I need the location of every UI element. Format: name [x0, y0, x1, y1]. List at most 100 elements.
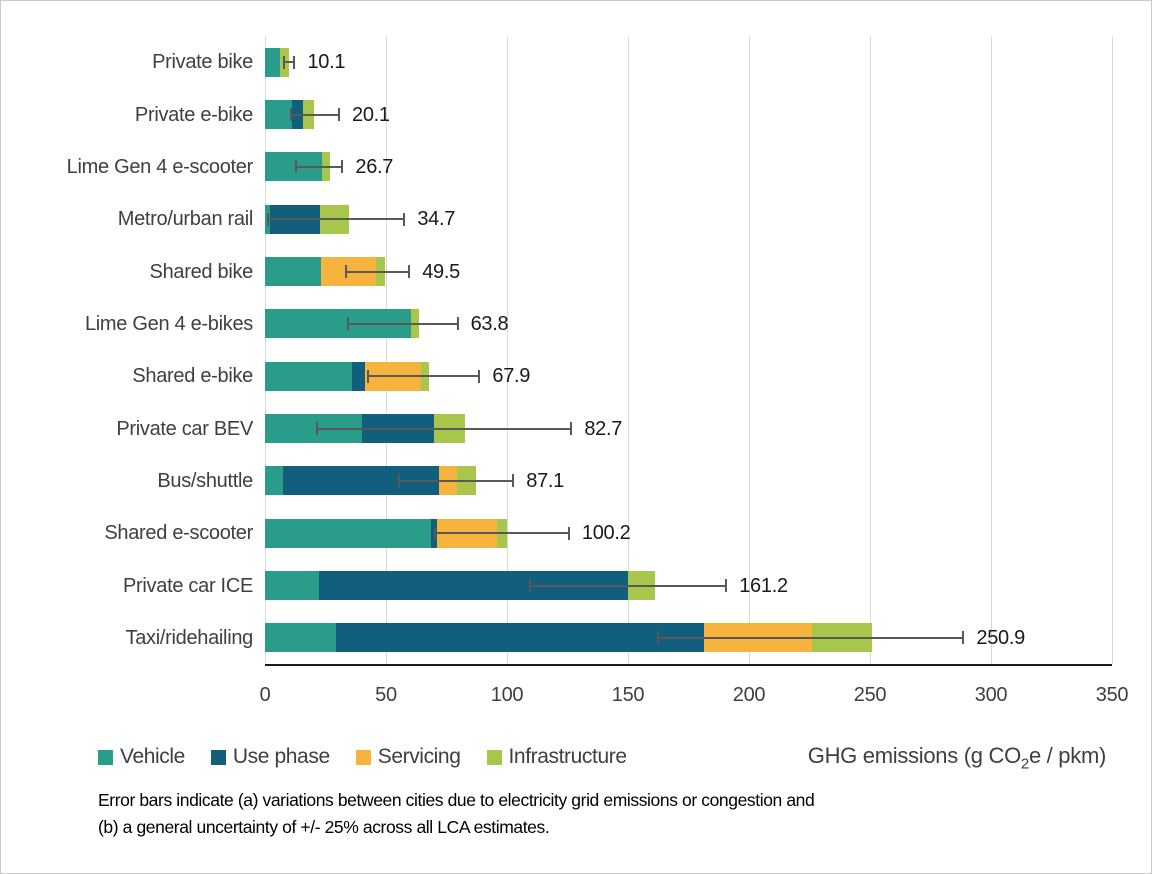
- category-label-7: Private car BEV: [116, 417, 253, 440]
- legend-label: Vehicle: [120, 745, 185, 768]
- x-axis-title-prefix: GHG emissions (g CO: [807, 743, 1021, 768]
- error-bar-cap-right: [567, 526, 570, 540]
- x-axis-title-subscript: 2: [1020, 755, 1029, 773]
- gridline-250: [870, 36, 871, 664]
- error-bar-cap-left: [434, 526, 437, 540]
- x-axis-title-suffix: e / pkm): [1028, 743, 1106, 768]
- footnote: Error bars indicate (a) variations betwe…: [98, 787, 815, 841]
- error-bar-cap-left: [344, 265, 347, 278]
- legend-item-vehicle: Vehicle: [98, 745, 185, 769]
- category-label-3: Metro/urban rail: [117, 208, 254, 231]
- value-label-1: 20.1: [352, 103, 390, 126]
- legend-item-infrastructure: Infrastructure: [486, 745, 627, 769]
- bar-segment-use-phase: [352, 361, 366, 391]
- error-bar-cap-right: [478, 369, 481, 383]
- bar-segment-vehicle: [265, 623, 337, 653]
- x-tick-0: 0: [259, 684, 271, 706]
- legend-item-use-phase: Use phase: [210, 745, 330, 769]
- bar-segment-use-phase: [336, 623, 705, 653]
- error-bar-cap-right: [570, 422, 573, 435]
- error-bar-cap-right: [341, 160, 344, 174]
- error-bar-line: [657, 636, 965, 639]
- error-bar-line: [366, 375, 481, 378]
- error-bar-cap-left: [283, 55, 286, 69]
- error-bar-line: [344, 270, 411, 273]
- error-bar-cap-left: [657, 631, 660, 645]
- error-bar-cap-right: [338, 108, 341, 121]
- error-bar-line: [290, 113, 341, 116]
- error-bar-cap-left: [315, 422, 318, 435]
- error-bar-cap-left: [347, 317, 350, 331]
- value-label-2: 26.7: [355, 155, 394, 178]
- gridline-150: [628, 36, 629, 664]
- value-label-4: 49.5: [422, 260, 460, 283]
- legend-swatch-icon: [486, 749, 502, 765]
- error-bar-line: [267, 218, 406, 221]
- gridline-300: [991, 36, 992, 664]
- x-tick-200: 200: [732, 684, 766, 706]
- error-bar-cap-right: [456, 317, 459, 331]
- error-bar-cap-left: [398, 474, 401, 488]
- category-label-6: Shared e-bike: [132, 365, 253, 388]
- error-bar-cap-right: [293, 55, 296, 69]
- legend: Vehicle Use phase Servicing Infrastructure: [98, 745, 627, 769]
- category-label-0: Private bike: [152, 51, 253, 74]
- gridline-50: [386, 36, 387, 664]
- category-label-9: Shared e-scooter: [104, 522, 253, 545]
- error-bar-cap-left: [295, 160, 297, 174]
- legend-swatch-icon: [355, 749, 371, 765]
- legend-label: Servicing: [377, 745, 461, 768]
- error-bar-line: [434, 532, 570, 535]
- bar-segment-vehicle: [265, 466, 284, 496]
- error-bar-cap-left: [290, 108, 293, 121]
- error-bar-line: [347, 322, 459, 325]
- value-label-10: 161.2: [739, 574, 788, 597]
- gridline-350: [1112, 36, 1113, 664]
- x-axis-line: [265, 664, 1112, 666]
- gridline-0: [265, 36, 266, 664]
- footnote-line-2: (b) a general uncertainty of +/- 25% acr…: [98, 817, 550, 837]
- error-bar-line: [398, 479, 515, 482]
- bar-segment-vehicle: [265, 257, 321, 286]
- error-bar-cap-left: [267, 212, 270, 226]
- error-bar-line: [283, 61, 296, 64]
- value-label-9: 100.2: [581, 522, 631, 545]
- bar-segment-vehicle: [265, 47, 280, 77]
- value-label-7: 82.7: [584, 417, 623, 440]
- footnote-line-1: Error bars indicate (a) variations betwe…: [98, 790, 815, 810]
- legend-swatch-icon: [98, 749, 113, 765]
- x-tick-100: 100: [490, 684, 524, 706]
- x-axis-title: GHG emissions (g CO2e / pkm): [807, 743, 1107, 773]
- value-label-11: 250.9: [976, 626, 1025, 649]
- gridline-100: [507, 36, 508, 664]
- category-label-1: Private e-bike: [134, 103, 253, 126]
- legend-label: Use phase: [232, 745, 330, 768]
- category-label-2: Lime Gen 4 e-scooter: [66, 155, 254, 178]
- bar-segment-vehicle: [265, 100, 292, 129]
- error-bar-cap-right: [725, 579, 728, 592]
- error-bar-line: [315, 427, 573, 430]
- x-tick-250: 250: [853, 684, 887, 706]
- legend-item-servicing: Servicing: [355, 745, 461, 769]
- error-bar-line: [295, 165, 344, 168]
- x-tick-300: 300: [974, 684, 1008, 706]
- bar-segment-vehicle: [265, 571, 320, 600]
- error-bar-line: [528, 584, 728, 587]
- value-label-0: 10.1: [307, 51, 346, 74]
- category-label-8: Bus/shuttle: [157, 469, 253, 492]
- value-label-3: 34.7: [417, 208, 456, 231]
- legend-swatch-icon: [210, 749, 226, 765]
- error-bar-cap-left: [528, 579, 531, 592]
- bar-segment-vehicle: [265, 361, 353, 391]
- value-label-8: 87.1: [526, 469, 564, 492]
- category-label-10: Private car ICE: [123, 574, 253, 597]
- bar-segment-vehicle: [265, 518, 431, 548]
- category-label-5: Lime Gen 4 e-bikes: [84, 312, 253, 335]
- x-tick-150: 150: [611, 684, 645, 706]
- x-tick-350: 350: [1095, 684, 1129, 706]
- error-bar-cap-right: [403, 212, 406, 226]
- error-bar-cap-right: [408, 265, 411, 278]
- x-tick-50: 50: [375, 684, 397, 706]
- value-label-6: 67.9: [492, 365, 531, 388]
- bar-segment-use-phase: [430, 518, 437, 548]
